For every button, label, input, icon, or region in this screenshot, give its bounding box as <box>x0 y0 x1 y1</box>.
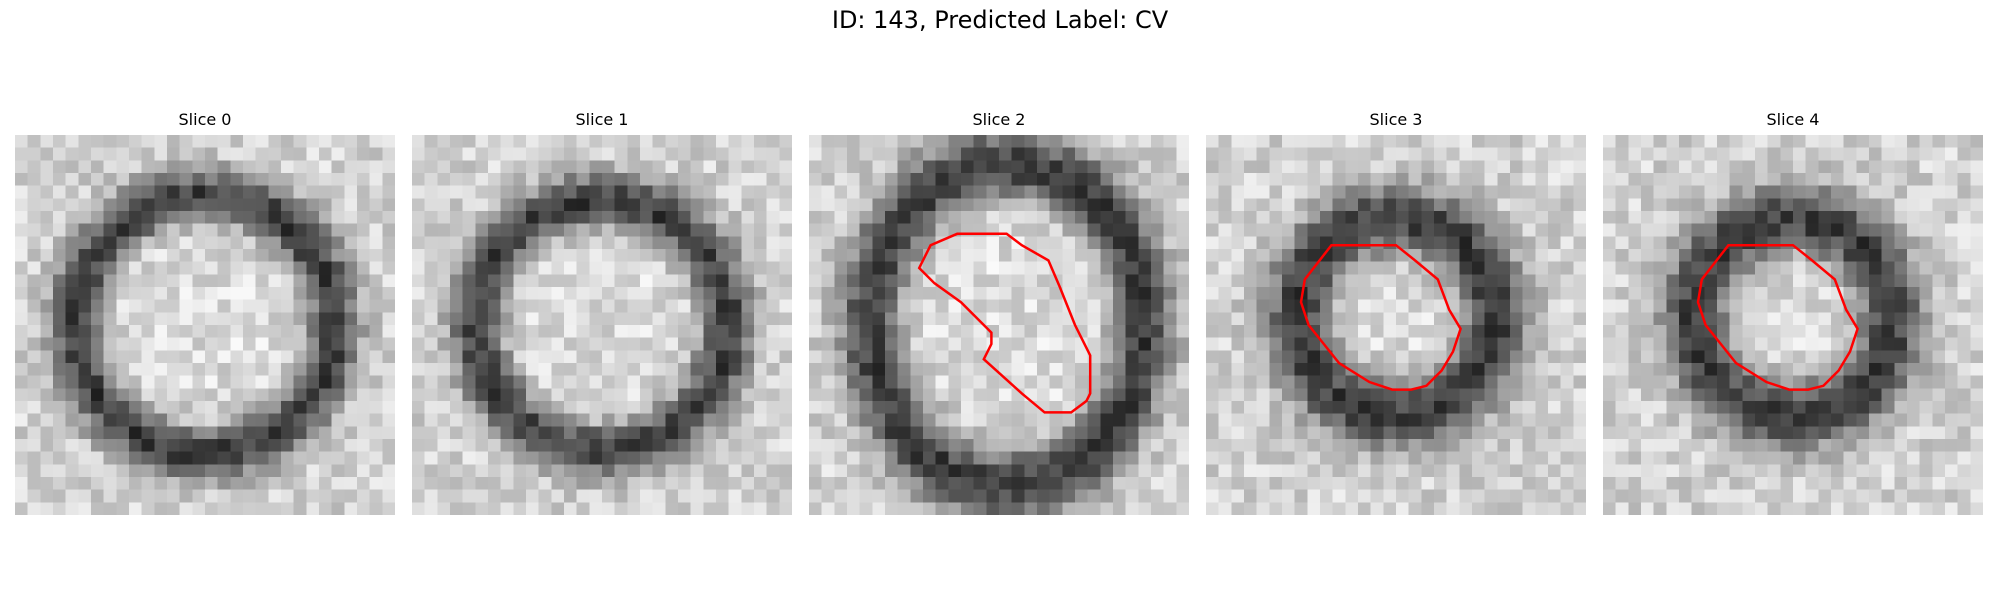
slice-image-4 <box>1603 135 1983 515</box>
slice-image-2 <box>809 135 1189 515</box>
segmentation-contour-4 <box>1696 243 1859 391</box>
slice-title-3: Slice 3 <box>1369 110 1423 129</box>
slice-image-0 <box>15 135 395 515</box>
slice-title-0: Slice 0 <box>178 110 232 129</box>
figure-title: ID: 143, Predicted Label: CV <box>831 6 1169 34</box>
slice-title-4: Slice 4 <box>1766 110 1820 129</box>
segmentation-contour-3 <box>1299 243 1462 391</box>
segmentation-contour-2 <box>917 232 1092 414</box>
slice-title-1: Slice 1 <box>575 110 629 129</box>
slice-image-3 <box>1206 135 1586 515</box>
slice-title-2: Slice 2 <box>972 110 1026 129</box>
slice-image-1 <box>412 135 792 515</box>
